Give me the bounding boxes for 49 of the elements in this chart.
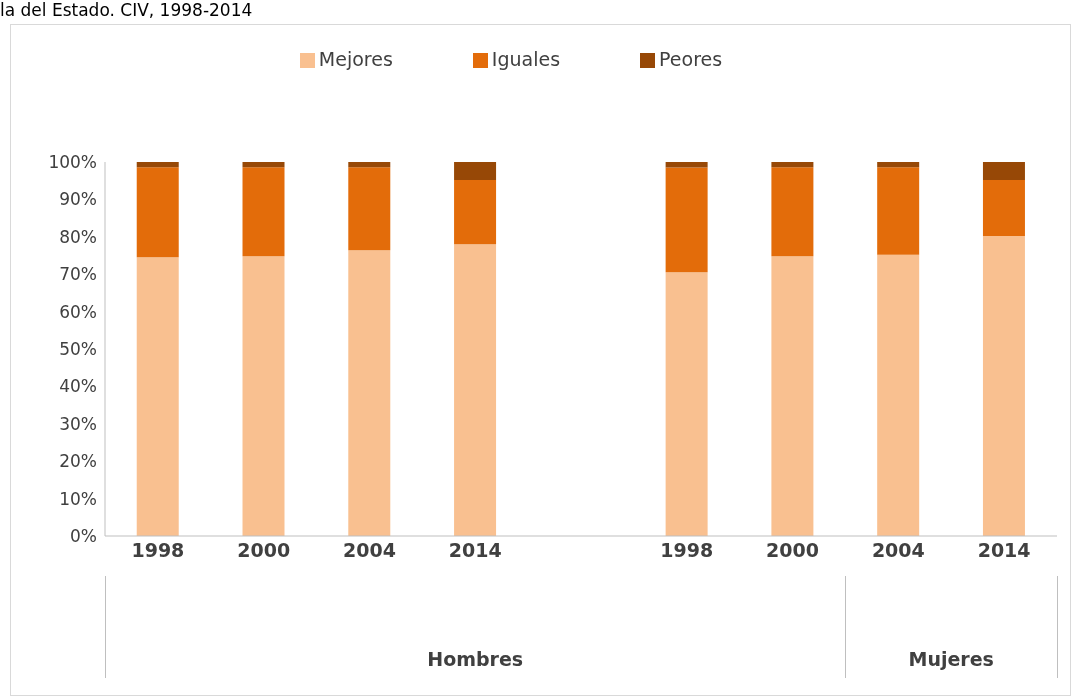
bar (242, 256, 285, 536)
bar (136, 167, 179, 258)
y-tick-label: 100% (48, 152, 97, 173)
bar (242, 167, 285, 257)
y-tick-label: 40% (59, 376, 97, 397)
bar (771, 256, 814, 536)
bar (242, 162, 285, 168)
bar (136, 257, 179, 536)
y-tick-label: 50% (59, 339, 97, 360)
text: Hombres (426, 648, 525, 670)
x-tick-label: 2004 (343, 539, 396, 562)
y-tick-label: 60% (59, 301, 97, 322)
bar (348, 162, 391, 168)
y-tick-label: 0% (70, 526, 97, 547)
y-tick-label: 90% (59, 189, 97, 210)
chart-title: la del Estado. CIV, 1998-2014 (0, 0, 253, 20)
legend-label: Iguales (491, 48, 561, 70)
x-tick-label: 2004 (871, 539, 925, 562)
y-tick-label: 30% (59, 413, 97, 434)
x-tick-label: 2014 (977, 539, 1031, 562)
bar (136, 162, 179, 168)
y-tick-label: 10% (59, 488, 97, 509)
bar (348, 250, 391, 536)
legend-label: Peores (659, 48, 723, 70)
bar (877, 254, 920, 536)
x-tick-label: 1998 (131, 539, 185, 562)
bar (665, 167, 708, 273)
bar (454, 162, 497, 180)
bar (771, 162, 814, 168)
x-tick-label: 2014 (448, 539, 502, 562)
bar (982, 179, 1025, 237)
bar (877, 167, 920, 255)
legend-label: Mejores (318, 48, 393, 70)
bar (454, 179, 497, 245)
bar (982, 236, 1025, 536)
y-tick-label: 80% (59, 226, 97, 247)
x-tick-label: 2000 (237, 539, 291, 562)
bar (982, 162, 1025, 180)
x-tick-label: 2000 (766, 539, 819, 562)
bar (877, 162, 920, 168)
bar (348, 167, 391, 251)
bar (454, 244, 497, 536)
bar (665, 272, 708, 536)
x-tick-label: 1998 (660, 539, 714, 562)
y-tick-label: 20% (59, 451, 97, 472)
y-tick-label: 70% (59, 264, 97, 285)
text: Mujeres (907, 648, 995, 670)
bar (771, 167, 814, 257)
bar (665, 162, 708, 168)
